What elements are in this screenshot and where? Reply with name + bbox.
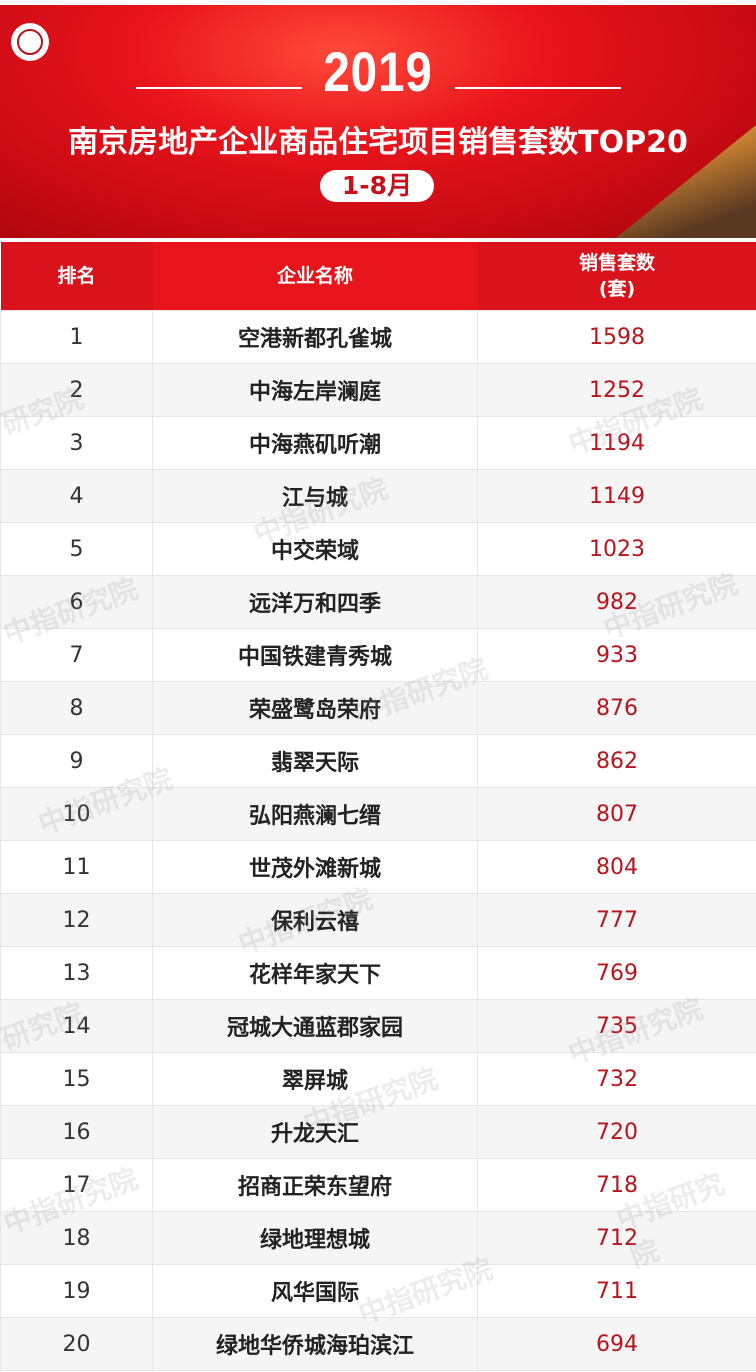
sales-count-cell: 804 bbox=[477, 840, 756, 894]
rank-cell: 14 bbox=[0, 999, 153, 1053]
project-name-cell: 江与城 bbox=[152, 469, 478, 523]
rank-cell: 7 bbox=[0, 628, 153, 682]
table-row: 13 花样年家天下 769 bbox=[0, 946, 756, 1000]
project-name-cell: 中国铁建青秀城 bbox=[152, 628, 478, 682]
banner-year: 2019 bbox=[323, 40, 433, 103]
table-row: 19 风华国际 711 bbox=[0, 1264, 756, 1318]
header-sales-unit: (套) bbox=[598, 278, 636, 300]
table-row: 10 弘阳燕澜七缙 807 bbox=[0, 787, 756, 841]
header-sales-label: 销售套数 bbox=[578, 252, 655, 274]
table-row: 12 保利云禧 777 bbox=[0, 893, 756, 947]
sales-count-cell: 982 bbox=[477, 575, 756, 629]
period-badge: 1-8月 bbox=[320, 170, 434, 202]
project-name-cell: 绿地华侨城海珀滨江 bbox=[152, 1317, 478, 1371]
sales-count-cell: 862 bbox=[477, 734, 756, 788]
rank-cell: 4 bbox=[0, 469, 153, 523]
table-row: 8 荣盛鹭岛荣府 876 bbox=[0, 681, 756, 735]
project-name-cell: 远洋万和四季 bbox=[152, 575, 478, 629]
logo-emblem-icon bbox=[17, 29, 43, 55]
rank-cell: 15 bbox=[0, 1052, 153, 1106]
header-rank: 排名 bbox=[0, 242, 153, 311]
sales-count-cell: 1252 bbox=[477, 363, 756, 417]
table-row: 4 江与城 1149 bbox=[0, 469, 756, 523]
logo bbox=[11, 23, 49, 61]
project-name-cell: 世茂外滩新城 bbox=[152, 840, 478, 894]
table-row: 20 绿地华侨城海珀滨江 694 bbox=[0, 1317, 756, 1371]
header-name: 企业名称 bbox=[152, 242, 478, 311]
sales-count-cell: 1194 bbox=[477, 416, 756, 470]
sales-count-cell: 694 bbox=[477, 1317, 756, 1371]
rank-cell: 11 bbox=[0, 840, 153, 894]
rank-cell: 8 bbox=[0, 681, 153, 735]
rank-cell: 12 bbox=[0, 893, 153, 947]
project-name-cell: 中海燕矶听潮 bbox=[152, 416, 478, 470]
rank-cell: 10 bbox=[0, 787, 153, 841]
rank-cell: 6 bbox=[0, 575, 153, 629]
header-banner: 2019 南京房地产企业商品住宅项目销售套数TOP20 1-8月 bbox=[0, 5, 756, 238]
table-row: 14 冠城大通蓝郡家园 735 bbox=[0, 999, 756, 1053]
sales-count-cell: 1023 bbox=[477, 522, 756, 576]
ranking-table: 排名 企业名称 销售套数 (套) 1 空港新都孔雀城 1598 2 中海左岸澜庭 1252 3… bbox=[0, 242, 756, 1371]
rank-cell: 16 bbox=[0, 1105, 153, 1159]
table-row: 6 远洋万和四季 982 bbox=[0, 575, 756, 629]
table-row: 16 升龙天汇 720 bbox=[0, 1105, 756, 1159]
sales-count-cell: 720 bbox=[477, 1105, 756, 1159]
table-row: 15 翠屏城 732 bbox=[0, 1052, 756, 1106]
project-name-cell: 招商正荣东望府 bbox=[152, 1158, 478, 1212]
table-row: 11 世茂外滩新城 804 bbox=[0, 840, 756, 894]
rank-cell: 20 bbox=[0, 1317, 153, 1371]
rank-cell: 3 bbox=[0, 416, 153, 470]
table-header: 排名 企业名称 销售套数 (套) bbox=[0, 242, 756, 311]
table-row: 17 招商正荣东望府 718 bbox=[0, 1158, 756, 1212]
sales-count-cell: 1598 bbox=[477, 310, 756, 364]
project-name-cell: 中海左岸澜庭 bbox=[152, 363, 478, 417]
project-name-cell: 翠屏城 bbox=[152, 1052, 478, 1106]
sales-count-cell: 933 bbox=[477, 628, 756, 682]
table-row: 1 空港新都孔雀城 1598 bbox=[0, 310, 756, 364]
project-name-cell: 花样年家天下 bbox=[152, 946, 478, 1000]
sales-count-cell: 735 bbox=[477, 999, 756, 1053]
sales-count-cell: 876 bbox=[477, 681, 756, 735]
table-row: 9 翡翠天际 862 bbox=[0, 734, 756, 788]
divider bbox=[136, 87, 302, 89]
sales-count-cell: 1149 bbox=[477, 469, 756, 523]
rank-cell: 18 bbox=[0, 1211, 153, 1265]
rank-cell: 5 bbox=[0, 522, 153, 576]
project-name-cell: 空港新都孔雀城 bbox=[152, 310, 478, 364]
sales-count-cell: 718 bbox=[477, 1158, 756, 1212]
sales-count-cell: 712 bbox=[477, 1211, 756, 1265]
table-row: 3 中海燕矶听潮 1194 bbox=[0, 416, 756, 470]
sales-count-cell: 732 bbox=[477, 1052, 756, 1106]
sales-count-cell: 777 bbox=[477, 893, 756, 947]
table-row: 5 中交荣域 1023 bbox=[0, 522, 756, 576]
banner-title: 南京房地产企业商品住宅项目销售套数TOP20 bbox=[68, 125, 688, 160]
divider bbox=[455, 87, 621, 89]
table-row: 18 绿地理想城 712 bbox=[0, 1211, 756, 1265]
rank-cell: 17 bbox=[0, 1158, 153, 1212]
project-name-cell: 弘阳燕澜七缙 bbox=[152, 787, 478, 841]
rank-cell: 9 bbox=[0, 734, 153, 788]
project-name-cell: 保利云禧 bbox=[152, 893, 478, 947]
sales-count-cell: 769 bbox=[477, 946, 756, 1000]
project-name-cell: 翡翠天际 bbox=[152, 734, 478, 788]
project-name-cell: 冠城大通蓝郡家园 bbox=[152, 999, 478, 1053]
table-row: 7 中国铁建青秀城 933 bbox=[0, 628, 756, 682]
rank-cell: 13 bbox=[0, 946, 153, 1000]
rank-cell: 19 bbox=[0, 1264, 153, 1318]
sales-count-cell: 711 bbox=[477, 1264, 756, 1318]
header-sales: 销售套数 (套) bbox=[477, 242, 756, 311]
rank-cell: 2 bbox=[0, 363, 153, 417]
project-name-cell: 荣盛鹭岛荣府 bbox=[152, 681, 478, 735]
sales-count-cell: 807 bbox=[477, 787, 756, 841]
project-name-cell: 风华国际 bbox=[152, 1264, 478, 1318]
rank-cell: 1 bbox=[0, 310, 153, 364]
project-name-cell: 中交荣域 bbox=[152, 522, 478, 576]
project-name-cell: 升龙天汇 bbox=[152, 1105, 478, 1159]
project-name-cell: 绿地理想城 bbox=[152, 1211, 478, 1265]
table-row: 2 中海左岸澜庭 1252 bbox=[0, 363, 756, 417]
